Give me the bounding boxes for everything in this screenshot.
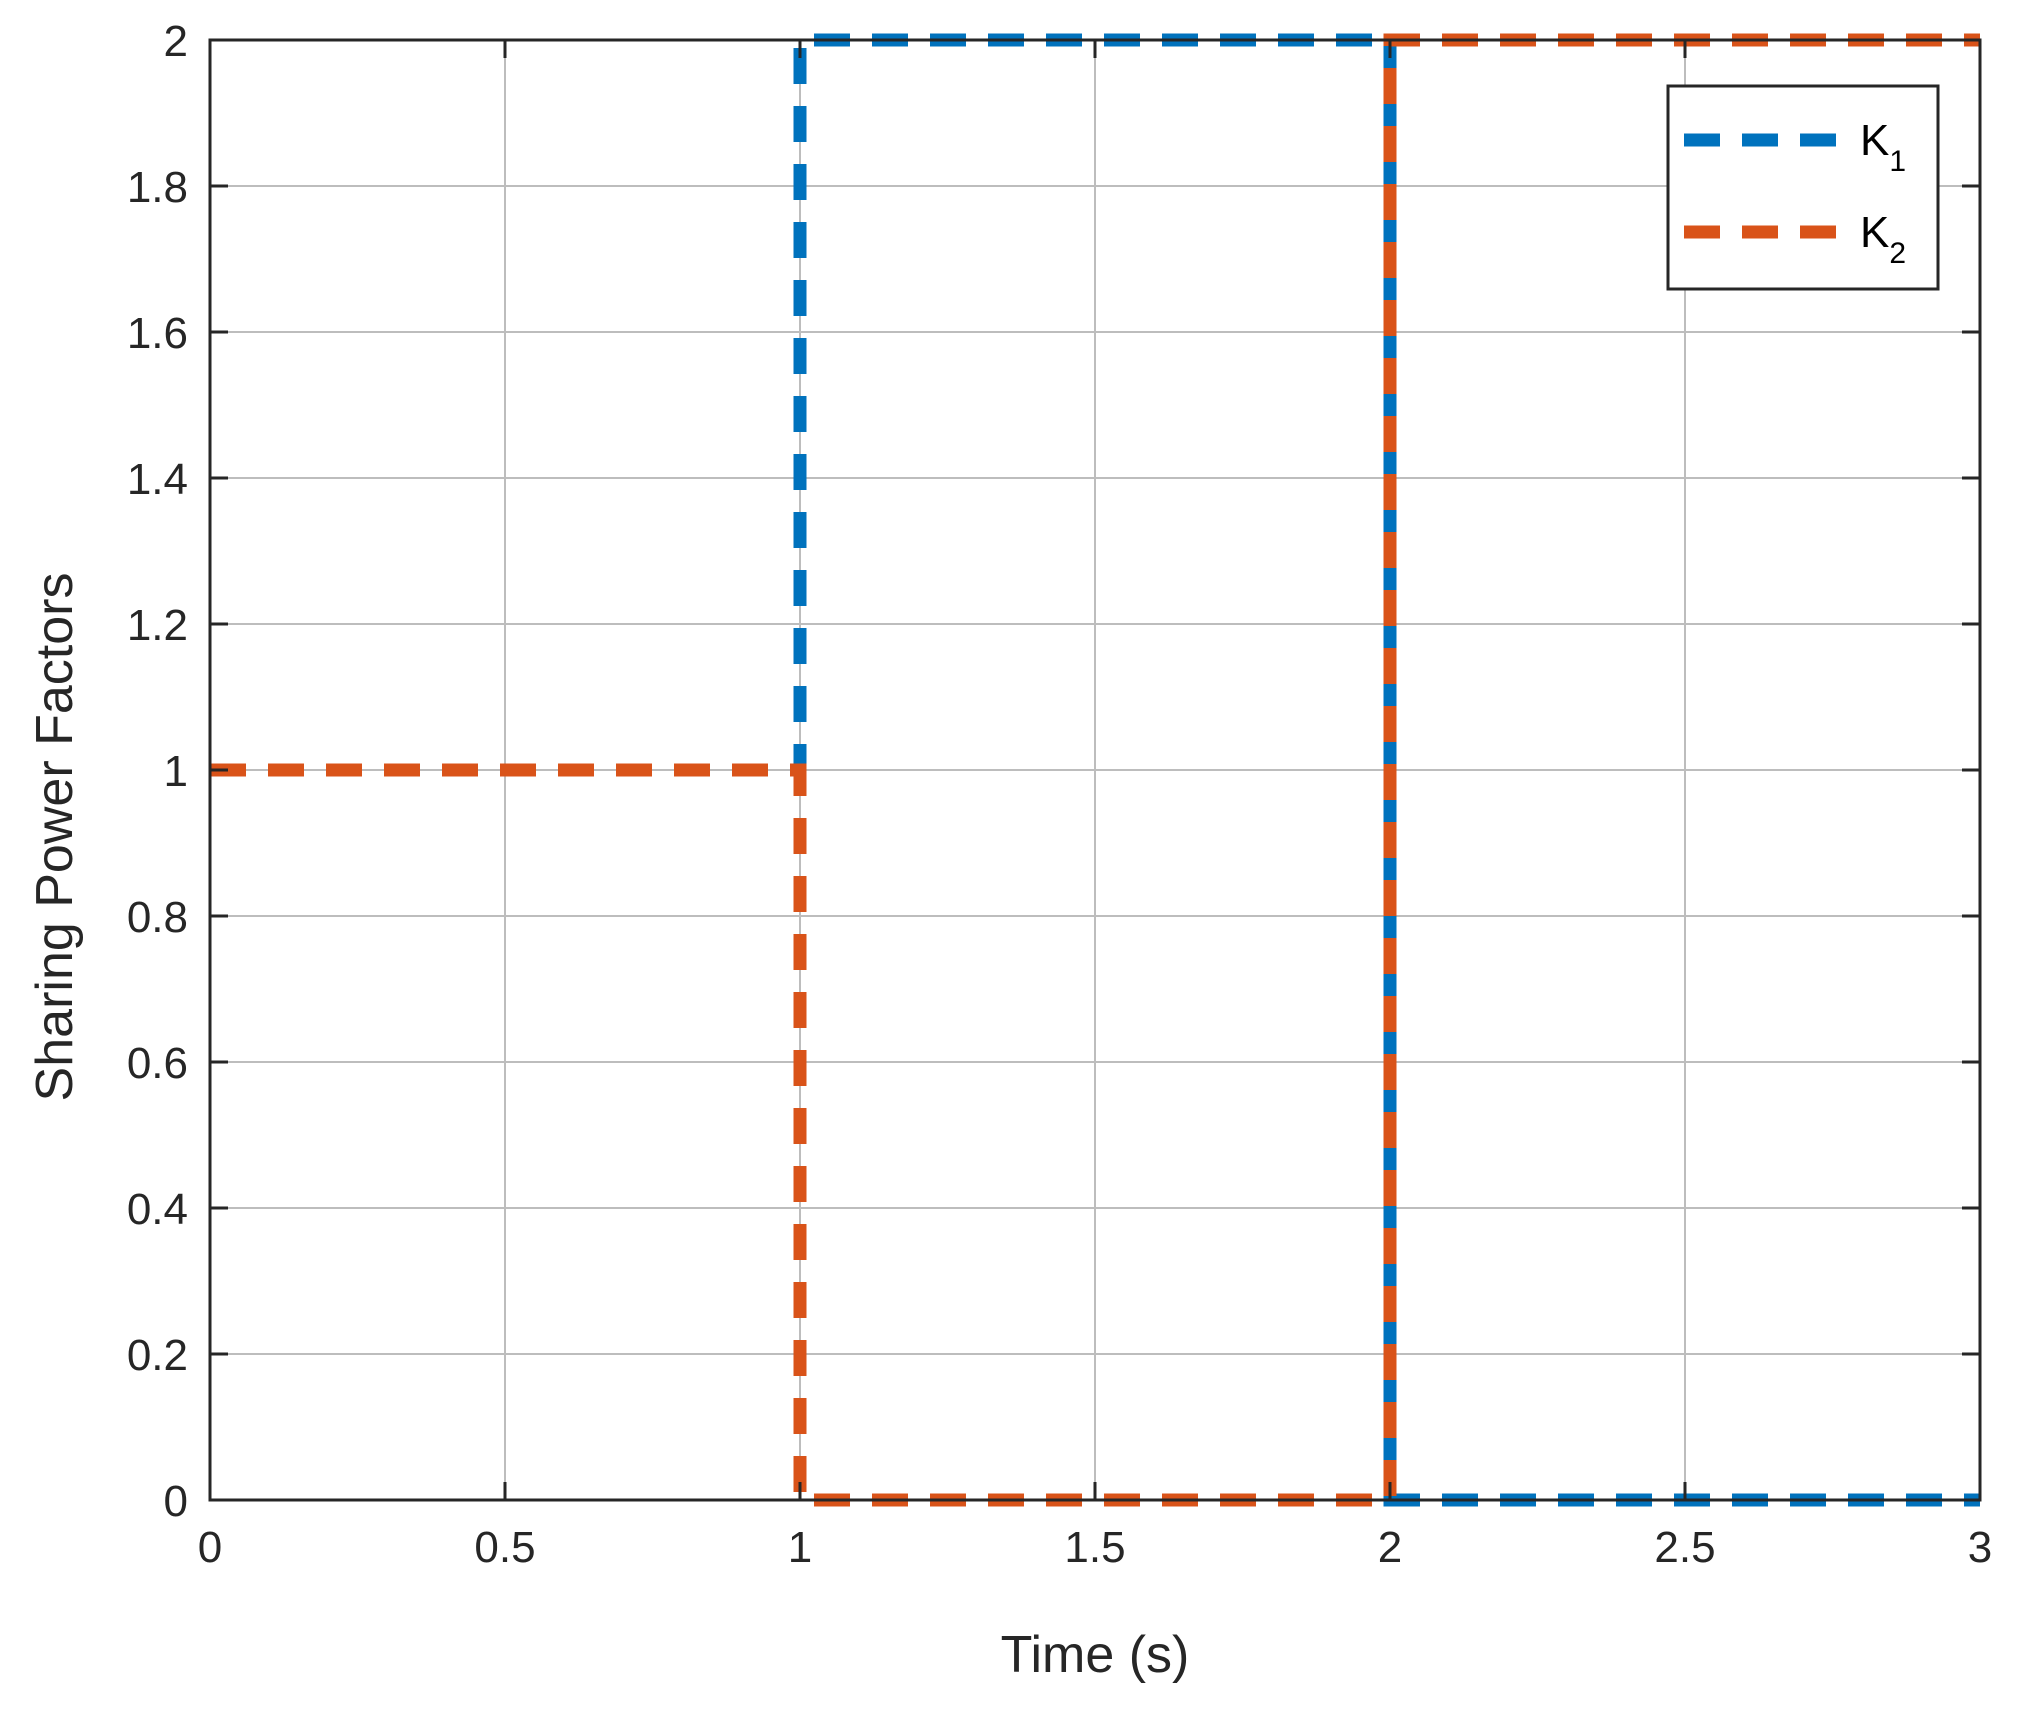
x-axis-ticks: 0 0.5 1 1.5 2 2.5 3 <box>198 40 1992 1572</box>
x-tick-label: 1 <box>788 1523 812 1572</box>
y-tick-label: 0.2 <box>127 1331 188 1380</box>
series-line-k2 <box>210 33 1980 1507</box>
x-tick-label: 2.5 <box>1654 1523 1715 1572</box>
x-tick-label: 0.5 <box>474 1523 535 1572</box>
y-tick-label: 0.8 <box>127 893 188 942</box>
y-tick-label: 0 <box>164 1477 188 1526</box>
x-tick-label: 1.5 <box>1064 1523 1125 1572</box>
x-tick-label: 2 <box>1378 1523 1402 1572</box>
y-axis-label: Sharing Power Factors <box>26 573 84 1102</box>
y-tick-label: 1 <box>164 747 188 796</box>
y-tick-label: 2 <box>164 17 188 66</box>
y-tick-label: 1.4 <box>127 455 188 504</box>
y-tick-label: 1.6 <box>127 309 188 358</box>
y-tick-label: 0.4 <box>127 1185 188 1234</box>
y-axis-ticks: 0 0.2 0.4 0.6 0.8 1 1.2 1.4 1.6 1.8 2 <box>127 17 1980 1526</box>
x-tick-label: 3 <box>1968 1523 1992 1572</box>
series-lines <box>210 33 1980 1507</box>
x-tick-label: 0 <box>198 1523 222 1572</box>
legend-box <box>1666 84 1940 291</box>
legend-subscript: 1 <box>1889 145 1906 178</box>
legend-subscript: 2 <box>1889 237 1906 270</box>
y-tick-label: 1.2 <box>127 601 188 650</box>
x-axis-label: Time (s) <box>1001 1626 1190 1684</box>
y-tick-label: 1.8 <box>127 163 188 212</box>
y-tick-label: 0.6 <box>127 1039 188 1088</box>
